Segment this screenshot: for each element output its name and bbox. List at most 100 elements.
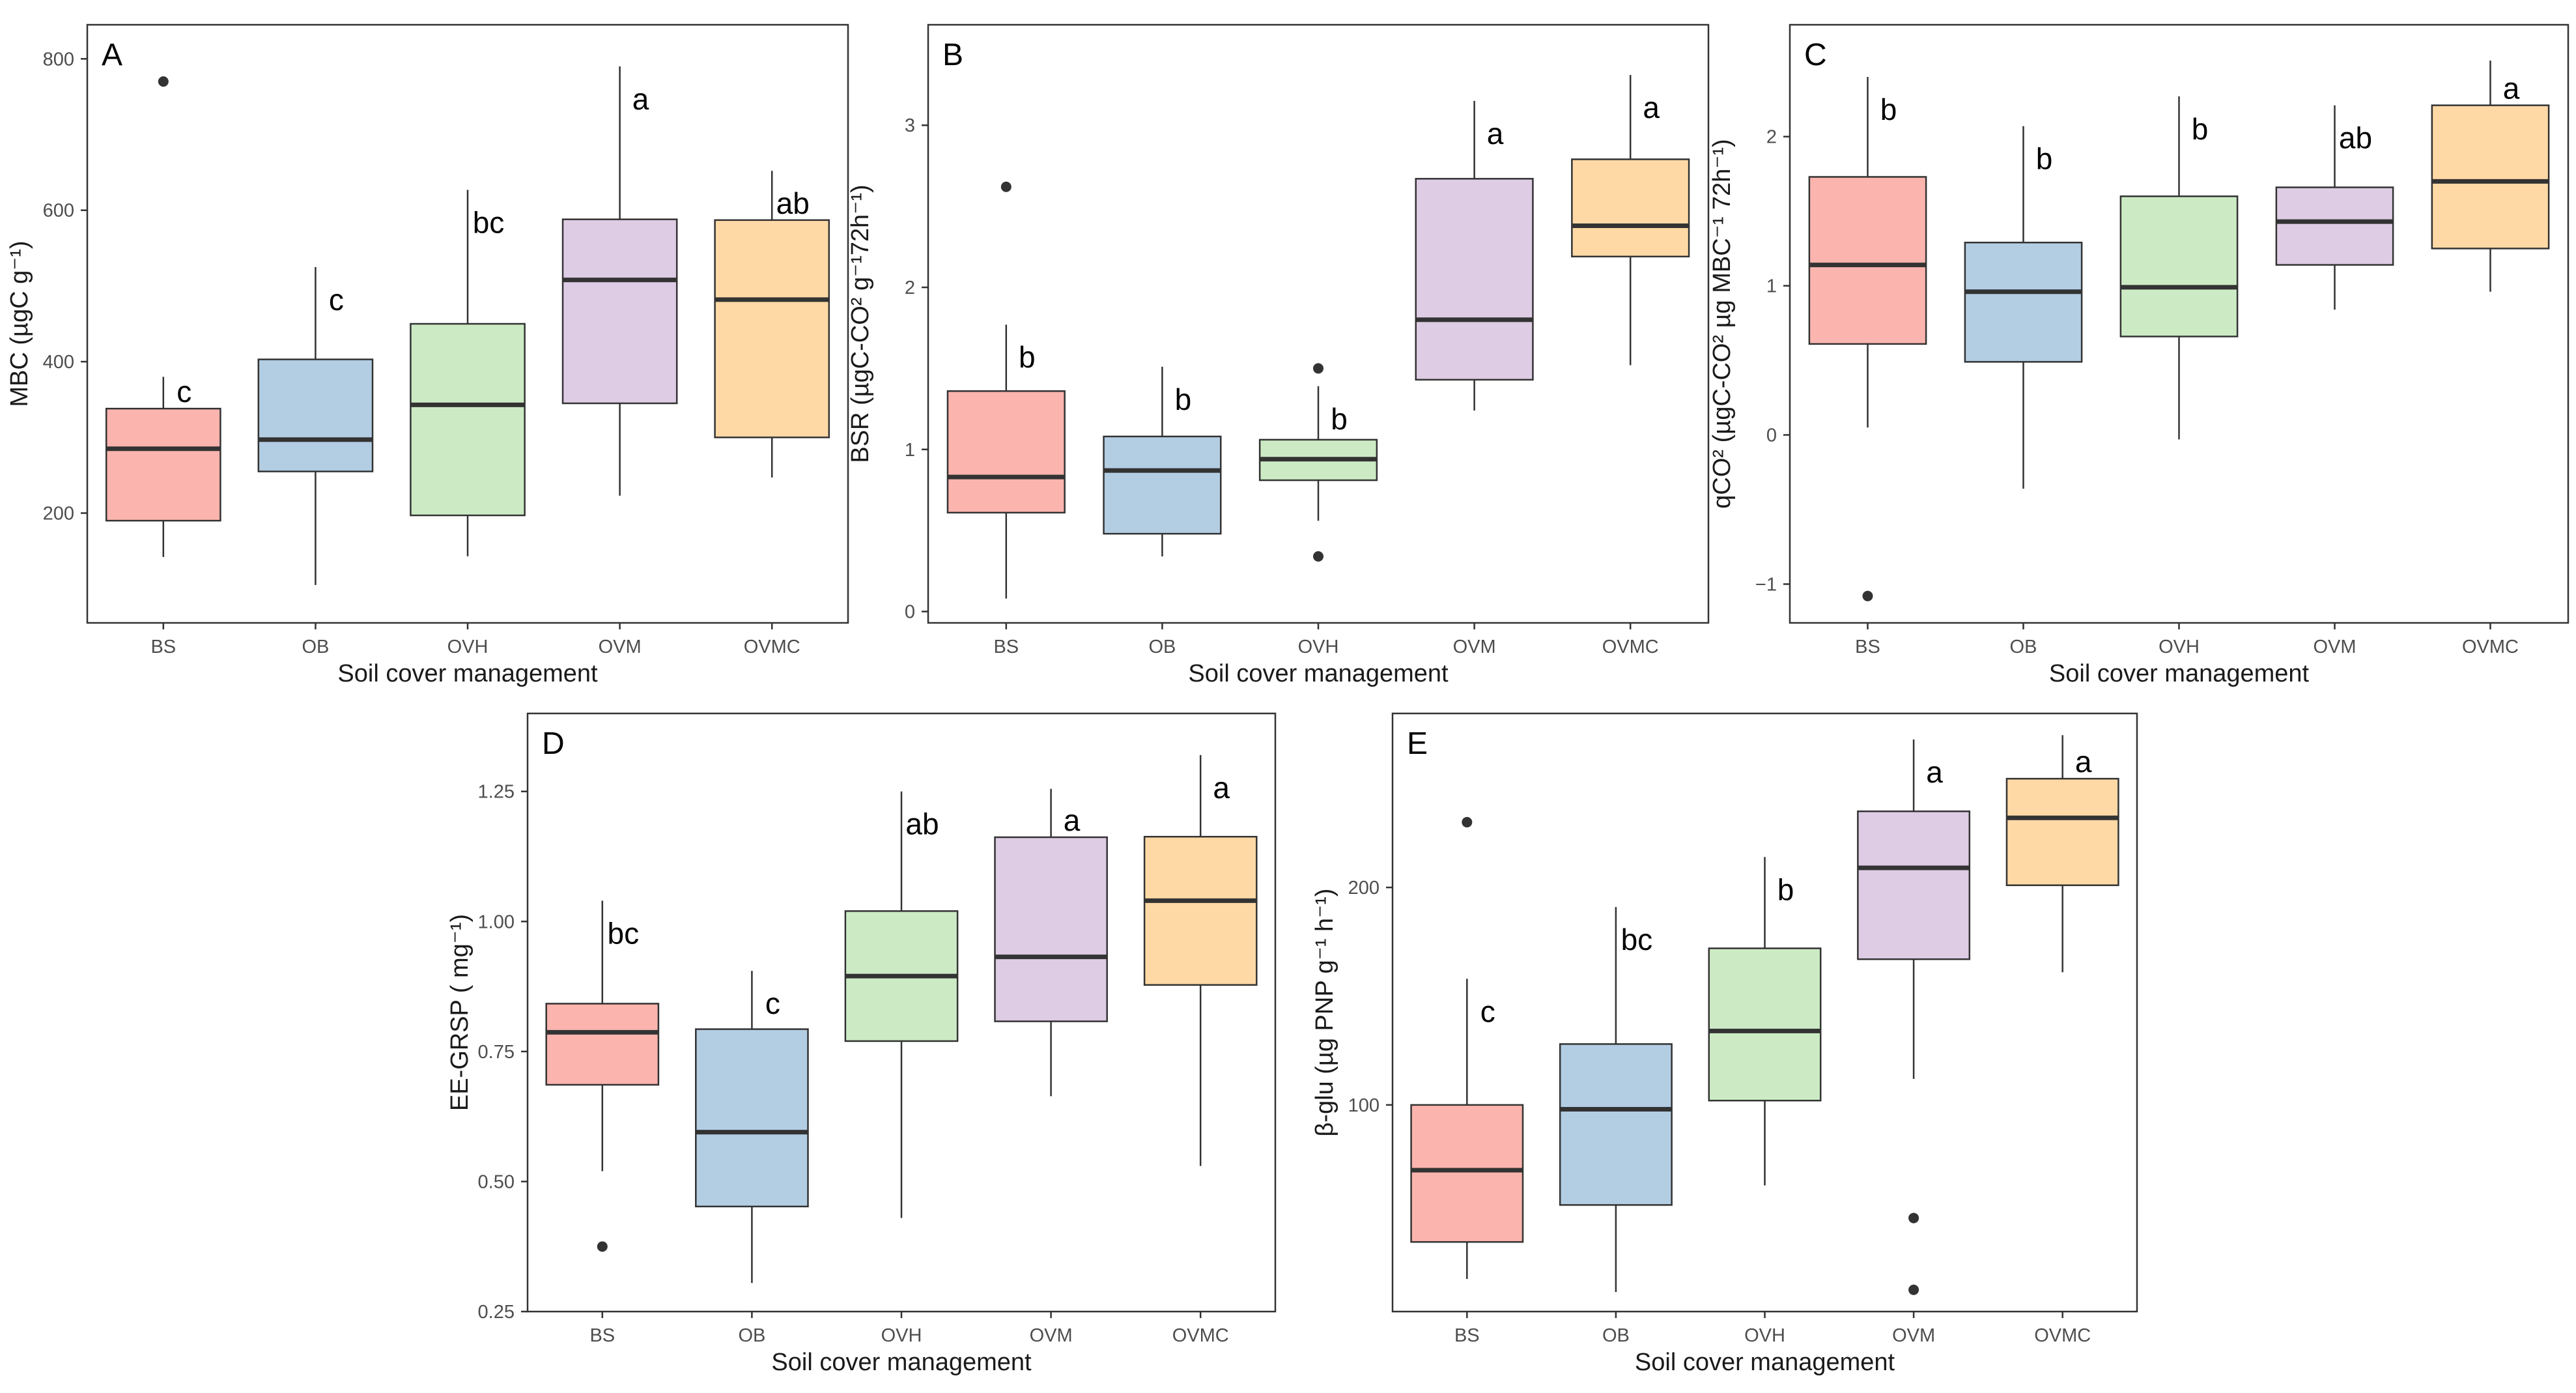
sig-letter-c-ovmc: a: [2503, 72, 2520, 106]
y-axis-title-e: β-glu (µg PNP g⁻¹ h⁻¹): [1311, 889, 1338, 1137]
x-tick-label-d: OVM: [1030, 1325, 1073, 1346]
boxes-e: [1410, 735, 2119, 1295]
box-b-ob: [1103, 435, 1222, 535]
sig-letter-a-ovm: a: [632, 82, 649, 116]
y-tick-label-e: 100: [1348, 1095, 1380, 1116]
box-d-ovmc: [1143, 835, 1258, 986]
y-tick-label-d: 0.50: [478, 1171, 515, 1192]
panel-b: B 0 1 2 3 BS OB OVH OVM OVMC Soil cover management…: [847, 23, 1710, 687]
outlier-e-ovm: [1908, 1213, 1919, 1224]
y-tick-label-a: 200: [43, 504, 74, 524]
x-tick-label-e: OVH: [1744, 1325, 1785, 1346]
sig-letter-d-ovmc: a: [1213, 771, 1230, 805]
box-b-ovm: [1415, 178, 1534, 381]
y-tick-label-d: 0.75: [478, 1042, 515, 1063]
box-d-ovm: [994, 836, 1108, 1022]
panel-a: A 200 400 600 800 BS OB OVH OVM OVMC Soil cover ma…: [6, 23, 849, 687]
sig-letter-a-ovmc: ab: [776, 186, 810, 220]
box-c-ovmc: [2431, 104, 2550, 250]
panel-c: C −1 0 1 2 BS OB OVH OVM OVMC Soil cover managemen…: [1708, 23, 2569, 687]
sig-letter-d-ovm: a: [1064, 803, 1081, 837]
box-a-bs: [105, 407, 221, 522]
x-tick-label-d: BS: [589, 1325, 615, 1346]
x-tick-label-e: OB: [1602, 1325, 1630, 1346]
panel-e: E 100 200 BS OB OVH OVM OVMC Soil cover manageme…: [1311, 712, 2138, 1376]
x-tick-label-a: OVMC: [744, 637, 800, 657]
y-tick-label-b: 2: [905, 278, 915, 298]
box-b-bs: [946, 390, 1066, 514]
sig-letter-e-ovm: a: [1926, 755, 1943, 789]
box-b-ovmc: [1571, 158, 1690, 258]
box-e-ovmc: [2005, 777, 2119, 886]
plot-area-b: [927, 23, 1710, 624]
outlier-b-ovh: [1313, 363, 1323, 374]
x-tick-label-d: OVMC: [1172, 1325, 1229, 1346]
y-axis-title-a: MBC (µgC g⁻¹): [6, 240, 33, 407]
y-tick-label-e: 200: [1348, 878, 1380, 898]
x-tick-label-b: OVM: [1453, 637, 1496, 657]
sig-letter-b-ovm: a: [1487, 117, 1504, 151]
x-tick-label-e: OVM: [1892, 1325, 1935, 1346]
panel-label-a: A: [102, 38, 122, 72]
sig-letter-a-ob: c: [329, 283, 344, 317]
x-axis-title-e: Soil cover management: [1635, 1349, 1895, 1376]
x-axis-title-d: Soil cover management: [771, 1349, 1032, 1376]
y-tick-label-a: 800: [43, 49, 74, 70]
sig-letter-c-bs: b: [1880, 93, 1897, 126]
y-axis-title-c: qCO² (µgC-CO² µg MBC⁻¹ 72h⁻¹): [1708, 139, 1736, 508]
box-e-ob: [1559, 1043, 1673, 1206]
x-tick-label-a: OVH: [447, 637, 488, 657]
outlier-c-bs: [1862, 590, 1873, 601]
x-tick-label-c: OB: [2010, 637, 2037, 657]
boxes-b: [946, 75, 1690, 599]
box-a-ob: [257, 358, 374, 472]
y-tick-label-b: 3: [905, 115, 915, 136]
box-c-bs: [1808, 176, 1927, 345]
x-tick-label-c: OVM: [2313, 637, 2356, 657]
outlier-b-ovh: [1313, 551, 1323, 562]
x-tick-label-a: OB: [302, 637, 329, 657]
y-axis-title-b: BSR (µgC-CO² g⁻¹72h⁻¹): [847, 184, 874, 463]
x-tick-label-b: OVH: [1298, 637, 1339, 657]
sig-letter-b-ovmc: a: [1643, 91, 1660, 124]
y-tick-label-c: 0: [1766, 425, 1777, 446]
y-axis-title-d: EE-GRSP ( mg⁻¹): [446, 914, 474, 1111]
box-e-ovm: [1857, 810, 1971, 960]
x-tick-label-b: OVMC: [1602, 637, 1659, 657]
x-tick-label-e: BS: [1454, 1325, 1480, 1346]
box-d-bs: [545, 1003, 660, 1086]
sig-letter-e-bs: c: [1480, 994, 1495, 1028]
box-c-ovh: [2119, 195, 2239, 337]
sig-letter-d-ob: c: [765, 986, 780, 1020]
sig-letter-e-ovh: b: [1777, 872, 1794, 906]
y-tick-label-a: 600: [43, 201, 74, 222]
box-e-bs: [1410, 1104, 1524, 1243]
y-tick-label-c: −1: [1755, 574, 1777, 595]
sig-letter-e-ob: bc: [1621, 923, 1653, 956]
sig-letter-b-ovh: b: [1331, 402, 1348, 436]
y-tick-label-d: 1.25: [478, 782, 515, 803]
boxes-c: [1808, 60, 2550, 601]
box-a-ovm: [561, 218, 678, 405]
x-tick-label-b: BS: [993, 637, 1019, 657]
x-tick-label-d: OVH: [881, 1325, 922, 1346]
sig-letter-d-ovh: ab: [905, 807, 939, 841]
sig-letter-c-ovh: b: [2192, 112, 2209, 146]
boxes-a: [105, 66, 830, 585]
sig-letter-b-bs: b: [1019, 340, 1036, 374]
x-tick-label-a: BS: [150, 637, 176, 657]
outlier-d-bs: [597, 1241, 608, 1252]
y-tick-label-d: 0.25: [478, 1302, 515, 1323]
box-d-ob: [695, 1028, 809, 1208]
box-a-ovmc: [714, 219, 830, 438]
box-e-ovh: [1708, 947, 1822, 1102]
box-a-ovh: [410, 323, 526, 517]
y-tick-label-a: 400: [43, 352, 74, 373]
panel-label-e: E: [1407, 726, 1428, 761]
sig-letter-a-ovh: bc: [473, 205, 505, 239]
outlier-e-ovm: [1908, 1284, 1919, 1295]
sig-letter-b-ob: b: [1175, 382, 1192, 416]
sig-letter-c-ob: b: [2036, 142, 2053, 176]
outlier-a-bs: [158, 76, 169, 87]
